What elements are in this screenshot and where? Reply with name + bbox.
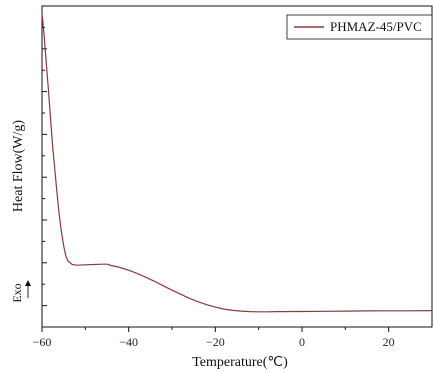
exo-arrow-head [25,280,31,286]
y-axis-title: Heat Flow(W/g) [11,120,26,212]
x-tick-label: −20 [206,335,225,349]
x-tick-label: 0 [299,335,305,349]
x-axis-ticks [41,327,390,332]
legend: PHMAZ-45/PVC [286,14,433,40]
x-tick-label: −40 [119,335,138,349]
exo-indicator: Exo [10,280,31,303]
plot-frame [41,5,433,328]
y-axis-ticks [42,26,47,307]
x-tick-label: 20 [383,335,395,349]
series-line-phmaz-45-pvc [41,12,433,313]
x-tick-label: −60 [33,335,52,349]
x-axis-tick-labels: −60 −40 −20 0 20 [33,335,395,349]
legend-label: PHMAZ-45/PVC [330,19,422,34]
exo-label: Exo [10,283,24,302]
x-axis-title: Temperature(℃) [192,355,288,370]
